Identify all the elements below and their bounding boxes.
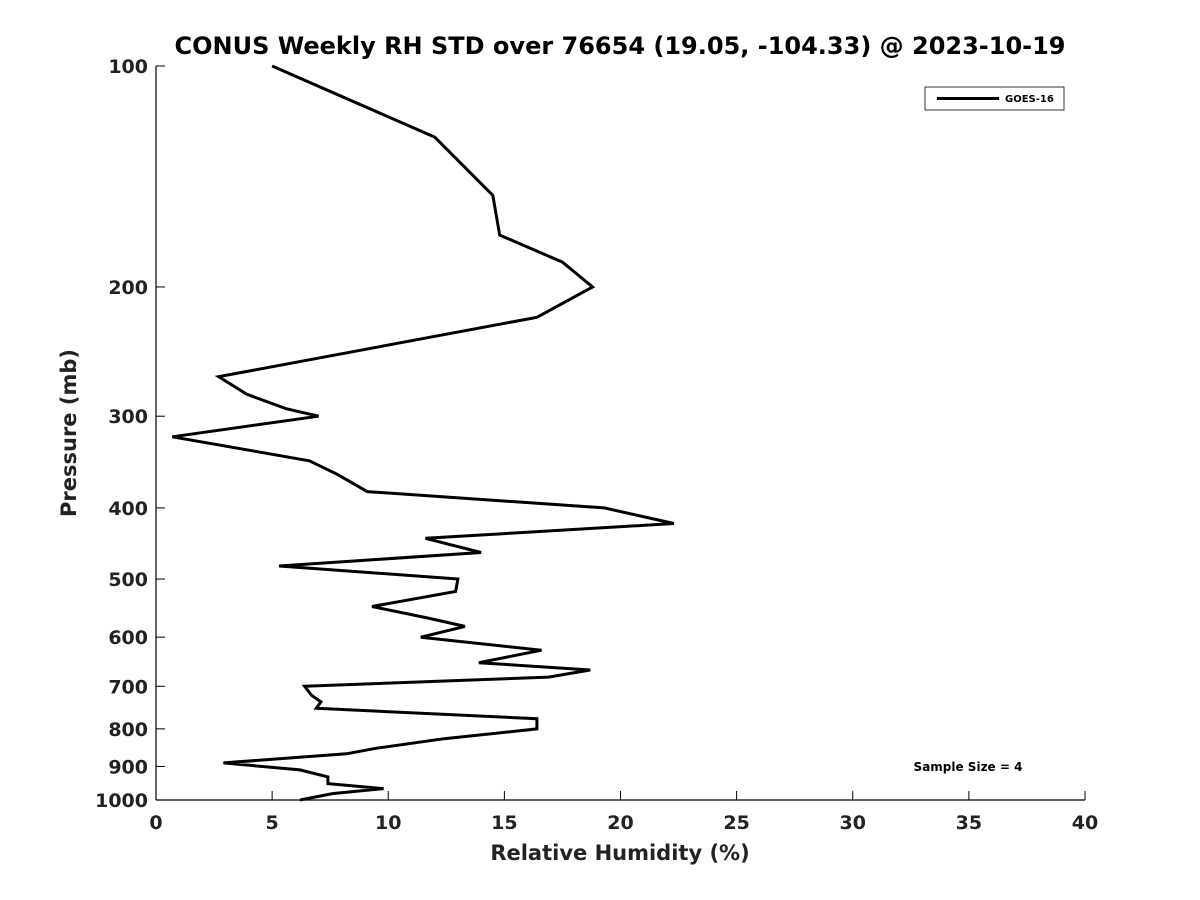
x-tick-label: 10	[375, 812, 401, 834]
legend-label-goes-16: GOES-16	[1005, 94, 1054, 105]
y-tick-label: 800	[108, 719, 148, 741]
legend: GOES-16	[924, 86, 1065, 111]
x-tick-label: 25	[723, 812, 749, 834]
x-tick-label: 40	[1072, 812, 1098, 834]
x-tick-label: 20	[607, 812, 633, 834]
series-line-goes-16	[172, 64, 675, 802]
x-tick-label: 30	[840, 812, 866, 834]
y-ticks: 100 200 300 400 500 600 700 800 900 1000	[95, 56, 165, 812]
y-tick-label: 600	[108, 627, 148, 649]
x-tick-label: 0	[149, 812, 162, 834]
chart-title: CONUS Weekly RH STD over 76654 (19.05, -…	[174, 32, 1065, 60]
y-tick-label: 900	[108, 756, 148, 778]
x-tick-label: 5	[266, 812, 279, 834]
series-layer	[172, 64, 675, 802]
x-axis-label: Relative Humidity (%)	[490, 841, 749, 865]
x-tick-label: 15	[491, 812, 517, 834]
y-axis-label: Pressure (mb)	[57, 349, 81, 517]
y-tick-label: 400	[108, 498, 148, 520]
sample-size-annotation: Sample Size = 4	[914, 760, 1023, 774]
x-tick-label: 35	[956, 812, 982, 834]
y-tick-label: 500	[108, 569, 148, 591]
y-tick-label: 200	[108, 277, 148, 299]
y-tick-label: 1000	[95, 790, 148, 812]
y-tick-label: 100	[108, 56, 148, 78]
y-tick-label: 300	[108, 406, 148, 428]
x-ticks: 0 5 10 15 20 25 30 35 40	[149, 791, 1098, 834]
y-tick-label: 700	[108, 676, 148, 698]
